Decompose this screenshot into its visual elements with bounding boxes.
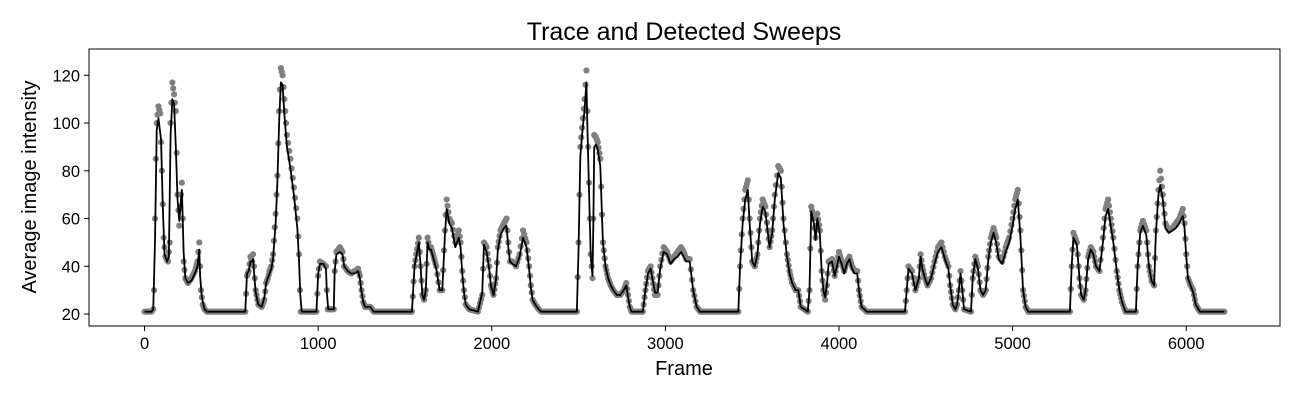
x-tick-label: 4000 — [821, 335, 858, 353]
data-point — [170, 85, 177, 92]
data-point — [178, 179, 185, 186]
data-point — [583, 67, 590, 74]
x-tick-label: 2000 — [473, 335, 510, 353]
data-point — [279, 72, 286, 79]
data-point — [623, 279, 630, 287]
x-tick-label: 3000 — [647, 335, 684, 353]
x-tick-label: 5000 — [994, 335, 1031, 353]
data-point — [777, 167, 784, 174]
y-tick-label: 20 — [62, 306, 80, 324]
data-point — [589, 275, 596, 282]
data-point — [455, 227, 462, 234]
data-point — [415, 234, 422, 241]
data-point — [828, 256, 836, 263]
data-point — [1157, 175, 1165, 182]
x-tick-label: 1000 — [300, 335, 337, 353]
axis-ticks: 0 1000 2000 3000 4000 5000 6000 20 40 60 80 100 120 — [52, 67, 1204, 353]
data-point — [443, 196, 450, 203]
data-point — [157, 110, 164, 117]
data-point — [822, 296, 829, 303]
data-point — [503, 215, 510, 222]
plot-frame — [88, 48, 1281, 327]
data-point — [424, 234, 431, 241]
data-point — [744, 177, 751, 184]
y-tick-label: 120 — [52, 67, 80, 85]
data-point — [1014, 186, 1021, 193]
data-point — [917, 251, 924, 258]
data-point — [1105, 202, 1113, 209]
data-point — [814, 210, 821, 217]
y-tick-label: 40 — [62, 258, 80, 276]
y-tick-label: 100 — [52, 115, 80, 133]
series-line — [144, 81, 1225, 313]
y-tick-label: 80 — [62, 163, 80, 181]
data-point — [938, 239, 945, 246]
chart-title: Trace and Detected Sweeps — [527, 18, 842, 46]
data-point — [957, 267, 964, 275]
data-point — [1179, 205, 1186, 213]
data-point — [647, 263, 654, 270]
data-point — [249, 251, 257, 258]
y-axis-label: Average image intensity — [19, 80, 41, 293]
data-point — [196, 239, 203, 246]
plot-marks — [141, 65, 1228, 315]
trace-line — [144, 81, 1225, 313]
x-tick-label: 6000 — [1168, 335, 1205, 353]
x-tick-label: 0 — [140, 335, 149, 353]
data-point — [444, 202, 451, 209]
data-point — [176, 222, 183, 229]
data-point — [1105, 196, 1112, 203]
y-tick-label: 60 — [62, 211, 80, 229]
data-point — [170, 91, 178, 98]
x-axis-label: Frame — [655, 358, 713, 380]
data-point — [169, 79, 176, 86]
data-point — [1157, 167, 1164, 174]
